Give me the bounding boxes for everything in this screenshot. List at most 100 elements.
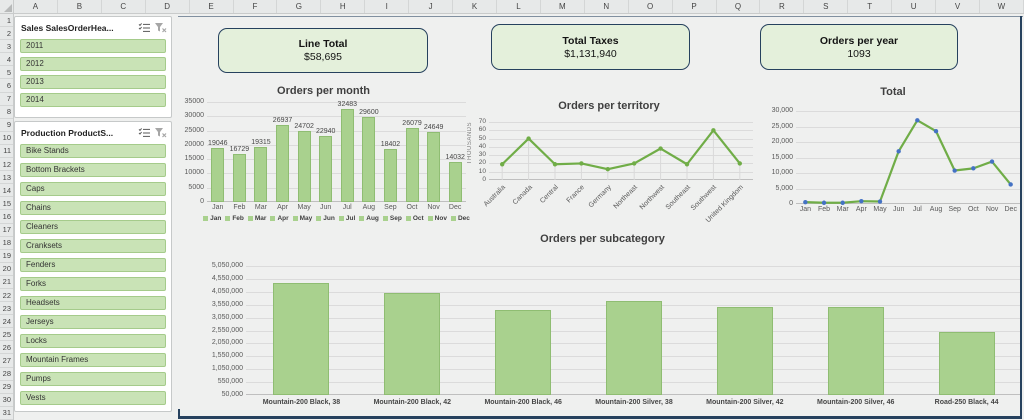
row-header-8[interactable]: 8 — [0, 106, 13, 119]
multiselect-icon[interactable] — [138, 22, 151, 33]
row-header-12[interactable]: 12 — [0, 158, 13, 172]
gridline — [796, 173, 1020, 174]
column-header-S[interactable]: S — [804, 0, 849, 13]
slicer-item-fenders[interactable]: Fenders — [20, 258, 166, 272]
column-header-J[interactable]: J — [409, 0, 454, 13]
column-header-T[interactable]: T — [848, 0, 893, 13]
plot-area — [796, 111, 1020, 205]
slicer-item-pumps[interactable]: Pumps — [20, 372, 166, 386]
slicer-item-2012[interactable]: 2012 — [20, 57, 166, 71]
bar-feb — [232, 154, 246, 202]
row-header-11[interactable]: 11 — [0, 145, 13, 159]
legend-item-oct: Oct — [405, 215, 424, 222]
slicer-item-chains[interactable]: Chains — [20, 201, 166, 215]
row-header-6[interactable]: 6 — [0, 79, 13, 93]
column-header-O[interactable]: O — [629, 0, 673, 13]
row-header-2[interactable]: 2 — [0, 27, 13, 41]
bar-mountain-200-black-38 — [273, 282, 330, 395]
x-tick-label-germany: Germany — [587, 184, 613, 210]
gridline — [489, 138, 753, 140]
row-header-14[interactable]: 14 — [0, 184, 13, 198]
slicer-item-headsets[interactable]: Headsets — [20, 296, 166, 310]
row-header-4[interactable]: 4 — [0, 53, 13, 67]
select-all-corner[interactable] — [0, 0, 14, 13]
column-header-P[interactable]: P — [673, 0, 717, 13]
bar-jul — [340, 109, 354, 202]
slicer-item-mountain-frames[interactable]: Mountain Frames — [20, 353, 166, 367]
row-header-16[interactable]: 16 — [0, 210, 13, 224]
column-header-R[interactable]: R — [760, 0, 805, 13]
kpi-card-line-total: Line Total $58,695 — [218, 28, 428, 73]
x-tick-label-nov: Nov — [427, 204, 440, 211]
legend-swatch — [359, 216, 365, 221]
column-header-E[interactable]: E — [190, 0, 234, 13]
kpi-label: Total Taxes — [562, 34, 619, 47]
column-header-F[interactable]: F — [234, 0, 278, 13]
y-tick-label: 30 — [478, 151, 486, 159]
row-header-19[interactable]: 19 — [0, 250, 13, 263]
row-header-13[interactable]: 13 — [0, 171, 13, 185]
clear-filter-icon[interactable] — [154, 22, 167, 33]
column-header-I[interactable]: I — [365, 0, 410, 13]
column-header-C[interactable]: C — [102, 0, 146, 13]
multiselect-icon[interactable] — [138, 127, 151, 138]
legend-item-nov: Nov — [427, 215, 447, 222]
slicer-item-2013[interactable]: 2013 — [20, 75, 166, 89]
y-tick-label: 5,050,000 — [211, 262, 243, 269]
line-series — [803, 118, 1013, 205]
column-header-V[interactable]: V — [936, 0, 980, 13]
column-header-M[interactable]: M — [541, 0, 585, 13]
clear-filter-icon[interactable] — [154, 127, 167, 138]
column-header-U[interactable]: U — [892, 0, 937, 13]
row-header-17[interactable]: 17 — [0, 224, 13, 237]
row-header-26[interactable]: 26 — [0, 341, 13, 355]
row-header-31[interactable]: 31 — [0, 407, 13, 420]
row-header-10[interactable]: 10 — [0, 132, 13, 145]
column-header-L[interactable]: L — [497, 0, 541, 13]
slicer-item-jerseys[interactable]: Jerseys — [20, 315, 166, 329]
row-header-27[interactable]: 27 — [0, 354, 13, 368]
row-header-30[interactable]: 30 — [0, 394, 13, 407]
gridline — [796, 126, 1020, 128]
legend-label: Nov — [434, 215, 447, 222]
slicer-item-locks[interactable]: Locks — [20, 334, 166, 348]
column-header-G[interactable]: G — [277, 0, 322, 13]
row-header-25[interactable]: 25 — [0, 328, 13, 342]
row-header-22[interactable]: 22 — [0, 289, 13, 303]
row-header-20[interactable]: 20 — [0, 263, 13, 276]
slicer-item-cranksets[interactable]: Cranksets — [20, 239, 166, 253]
legend-label: Dec — [457, 215, 470, 222]
x-axis: Australia Canada Central France Germany North… — [483, 180, 753, 226]
row-header-24[interactable]: 24 — [0, 315, 13, 329]
column-header-H[interactable]: H — [321, 0, 366, 13]
row-header-9[interactable]: 9 — [0, 119, 13, 132]
row-header-7[interactable]: 7 — [0, 93, 13, 106]
column-header-D[interactable]: D — [146, 0, 190, 13]
slicer-item-2011[interactable]: 2011 — [20, 39, 166, 53]
slicer-item-caps[interactable]: Caps — [20, 182, 166, 196]
slicer-item-2014[interactable]: 2014 — [20, 93, 166, 107]
slicer-item-vests[interactable]: Vests — [20, 391, 166, 405]
legend-item-jul: Jul — [338, 215, 355, 222]
row-header-28[interactable]: 28 — [0, 368, 13, 381]
row-header-29[interactable]: 29 — [0, 381, 13, 394]
row-header-1[interactable]: 1 — [0, 14, 13, 28]
y-tick-label: 4,050,000 — [211, 287, 243, 295]
row-header-21[interactable]: 21 — [0, 276, 13, 289]
column-header-K[interactable]: K — [453, 0, 497, 13]
slicer-item-cleaners[interactable]: Cleaners — [20, 220, 166, 234]
slicer-item-forks[interactable]: Forks — [20, 277, 166, 291]
row-header-5[interactable]: 5 — [0, 66, 13, 80]
slicer-item-bottom-brackets[interactable]: Bottom Brackets — [20, 163, 166, 177]
slicer-item-bike-stands[interactable]: Bike Stands — [20, 144, 166, 158]
column-header-Q[interactable]: Q — [717, 0, 761, 13]
column-header-B[interactable]: B — [58, 0, 102, 13]
legend-swatch — [247, 216, 253, 221]
row-header-18[interactable]: 18 — [0, 237, 13, 250]
row-header-3[interactable]: 3 — [0, 40, 13, 54]
row-header-23[interactable]: 23 — [0, 302, 13, 316]
column-header-N[interactable]: N — [585, 0, 629, 13]
row-header-15[interactable]: 15 — [0, 197, 13, 211]
column-header-A[interactable]: A — [14, 0, 58, 13]
column-header-W[interactable]: W — [980, 0, 1024, 13]
